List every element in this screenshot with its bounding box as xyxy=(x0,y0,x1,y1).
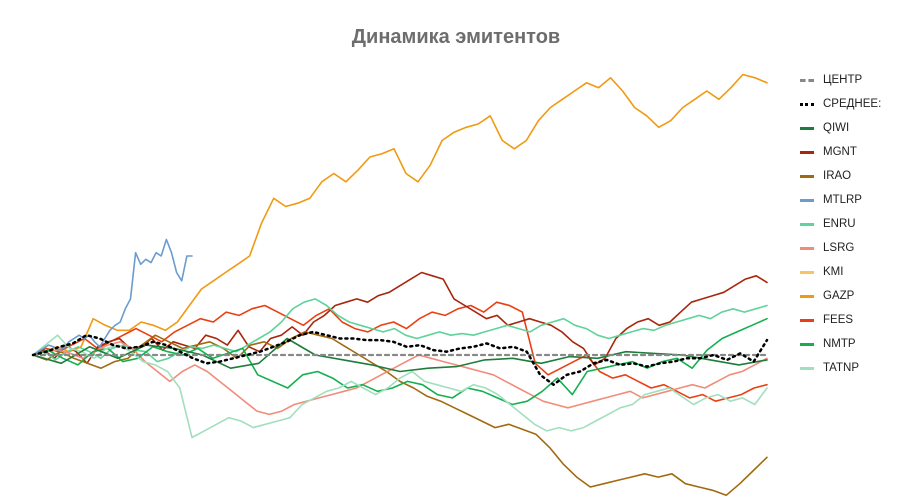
legend-label-lsrg: LSRG xyxy=(823,242,855,254)
legend-label-fees: FEES xyxy=(823,314,854,326)
legend-label-mgnt: MGNT xyxy=(823,146,857,158)
legend-label-enru: ENRU xyxy=(823,218,856,230)
legend-label-nmtp: NMTP xyxy=(823,338,856,350)
legend-item-kmi[interactable]: KMI xyxy=(800,260,910,284)
legend-item-tatnp[interactable]: TATNP xyxy=(800,356,910,380)
legend-label-mtlrp: MTLRP xyxy=(823,194,862,206)
series-line-qiwi xyxy=(32,337,768,373)
legend-label-gazp: GAZP xyxy=(823,290,855,302)
series-line-lsrg xyxy=(32,340,768,416)
series-line-mtlrp xyxy=(32,238,193,356)
legend-item-gazp[interactable]: GAZP xyxy=(800,284,910,308)
legend-label-kmi: KMI xyxy=(823,266,844,278)
legend-label-qiwi: QIWI xyxy=(823,122,850,134)
legend-item-qiwi[interactable]: QIWI xyxy=(800,116,910,140)
legend-swatch-kmi xyxy=(800,270,814,274)
legend-swatch-gazp xyxy=(800,294,814,298)
legend-item-irao[interactable]: IRAO xyxy=(800,164,910,188)
legend-label-центр: ЦЕНТР xyxy=(823,74,863,86)
legend-label-tatnp: TATNP xyxy=(823,362,859,374)
legend-item-enru[interactable]: ENRU xyxy=(800,212,910,236)
series-line-nmtp xyxy=(32,317,768,406)
legend-swatch-центр xyxy=(800,78,814,82)
legend-swatch-mgnt xyxy=(800,150,814,154)
legend-swatch-fees xyxy=(800,318,814,322)
legend-swatch-qiwi xyxy=(800,126,814,130)
legend-swatch-среднее xyxy=(800,102,814,106)
legend-swatch-mtlrp xyxy=(800,198,814,202)
legend-swatch-tatnp xyxy=(800,366,814,370)
legend-swatch-irao xyxy=(800,174,814,178)
legend-item-mgnt[interactable]: MGNT xyxy=(800,140,910,164)
legend-swatch-enru xyxy=(800,222,814,226)
legend-item-fees[interactable]: FEES xyxy=(800,308,910,332)
legend-label-irao: IRAO xyxy=(823,170,852,182)
series-line-tatnp xyxy=(32,334,768,439)
series-line-среднее xyxy=(31,330,769,386)
legend-item-центр[interactable]: ЦЕНТР xyxy=(800,68,910,92)
chart-title: Динамика эмитентов xyxy=(351,26,561,48)
legend-item-lsrg[interactable]: LSRG xyxy=(800,236,910,260)
series-line-irao xyxy=(32,331,768,497)
series-line-mgnt xyxy=(32,271,768,366)
series-line-enru xyxy=(32,298,768,363)
legend-label-среднее: СРЕДНЕЕ: xyxy=(823,98,882,110)
legend-item-среднее[interactable]: СРЕДНЕЕ: xyxy=(800,92,910,116)
legend-item-nmtp[interactable]: NMTP xyxy=(800,332,910,356)
series-line-gazp xyxy=(32,73,768,356)
legend-item-mtlrp[interactable]: MTLRP xyxy=(800,188,910,212)
legend-swatch-nmtp xyxy=(800,342,814,346)
series-line-fees xyxy=(32,301,768,403)
legend-swatch-lsrg xyxy=(800,246,814,250)
chart-legend: ЦЕНТР СРЕДНЕЕ: QIWI MGNT IRAO MTLRP ENRU LSRG KM… xyxy=(800,68,910,380)
